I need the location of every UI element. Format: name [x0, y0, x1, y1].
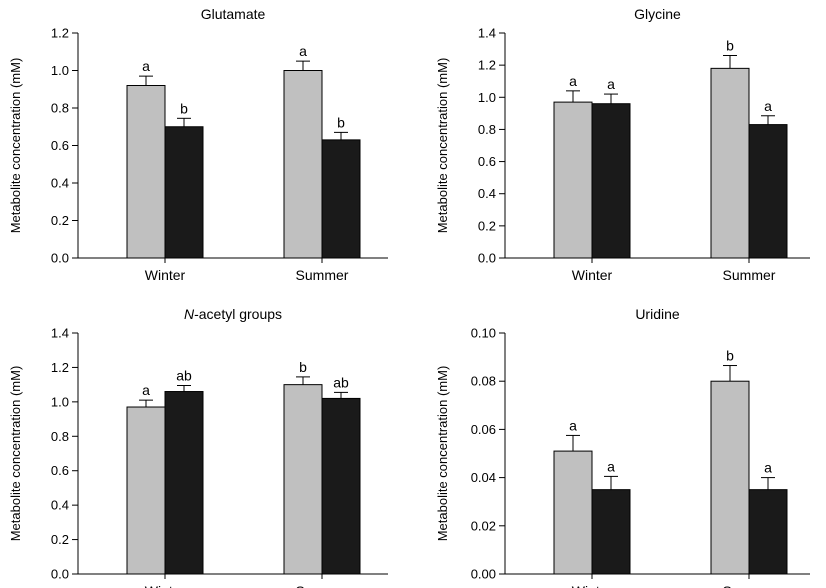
significance-label: a	[569, 417, 577, 433]
chart-title: Glutamate	[201, 6, 266, 22]
bar-summer-2	[748, 489, 788, 575]
y-tick-label: 0.2	[478, 218, 496, 233]
y-tick-label: 1.0	[51, 394, 69, 409]
significance-label: b	[726, 38, 734, 54]
y-tick-label: 0.4	[51, 176, 69, 191]
chart-title: Glycine	[634, 6, 681, 22]
significance-label: a	[142, 58, 150, 74]
x-tick-label: Winter	[572, 583, 613, 588]
y-tick-label: 0.2	[51, 213, 69, 228]
significance-label: a	[607, 458, 615, 474]
y-tick-label: 0.2	[51, 532, 69, 547]
y-tick-label: 0.0	[51, 567, 69, 582]
significance-label: b	[726, 348, 734, 364]
chart-panel-4: Uridine 0.00 0.02 0.04 0.06 0.08 0.10 Metabolit…	[435, 306, 810, 588]
significance-label: a	[607, 76, 615, 92]
significance-label: b	[299, 359, 307, 375]
x-tick-label: Summer	[723, 267, 776, 283]
bar-summer-2	[321, 397, 361, 575]
bar-summer-2	[321, 139, 361, 259]
significance-label: ab	[176, 368, 192, 384]
y-tick-label: 1.0	[478, 90, 496, 105]
chart-panel-1: Glutamate 0.0 0.2 0.4 0.6 0.8 1.0 1.2 Metabolite…	[8, 6, 388, 283]
y-tick-label: 0.0	[51, 251, 69, 266]
chart-title: Uridine	[635, 306, 680, 322]
significance-label: a	[142, 382, 150, 398]
y-axis-label: Metabolite concentration (mM)	[8, 58, 23, 234]
x-tick-label: Summer	[296, 583, 349, 588]
y-tick-label: 0.0	[478, 251, 496, 266]
x-tick-label: Winter	[145, 583, 186, 588]
y-tick-label: 0.6	[51, 463, 69, 478]
y-tick-label: 0.02	[471, 518, 496, 533]
bar-winter-2	[164, 126, 204, 259]
significance-label: b	[180, 100, 188, 116]
bar-winter-1	[126, 85, 166, 259]
y-tick-label: 1.0	[51, 63, 69, 78]
significance-label: b	[337, 114, 345, 130]
bar-summer-1	[283, 70, 323, 259]
y-tick-label: 0.06	[471, 422, 496, 437]
chart-panel-2: Glycine 0.0 0.2 0.4 0.6 0.8 1.0 1.2 1.4 Metabolit…	[435, 6, 810, 283]
y-tick-label: 0.04	[471, 470, 496, 485]
chart-panel-3: N-acetyl groups 0.0 0.2 0.4 0.6 0.8 1.0 1.2 1.4 M…	[8, 306, 388, 588]
y-axis-label: Metabolite concentration (mM)	[8, 366, 23, 542]
y-axis-label: Metabolite concentration (mM)	[435, 58, 450, 234]
y-tick-label: 0.8	[478, 122, 496, 137]
bar-winter-1	[553, 101, 593, 259]
y-tick-label: 1.2	[51, 360, 69, 375]
y-tick-label: 0.4	[51, 498, 69, 513]
y-tick-label: 1.2	[478, 58, 496, 73]
bar-winter-2	[591, 103, 631, 259]
y-tick-label: 0.6	[478, 154, 496, 169]
bar-summer-2	[748, 124, 788, 259]
y-tick-label: 0.00	[471, 567, 496, 582]
y-tick-label: 0.08	[471, 374, 496, 389]
y-tick-label: 0.10	[471, 326, 496, 341]
bar-summer-1	[710, 67, 750, 259]
bar-summer-1	[710, 380, 750, 575]
y-tick-label: 0.4	[478, 186, 496, 201]
x-tick-label: Winter	[145, 267, 186, 283]
y-axis-label: Metabolite concentration (mM)	[435, 366, 450, 542]
significance-label: ab	[333, 374, 349, 390]
y-tick-label: 0.8	[51, 101, 69, 116]
y-tick-label: 1.2	[51, 26, 69, 41]
significance-label: a	[764, 98, 772, 114]
bar-summer-1	[283, 384, 323, 575]
significance-label: a	[764, 460, 772, 476]
chart-title: N-acetyl groups	[184, 306, 282, 322]
bar-winter-1	[553, 450, 593, 575]
y-tick-label: 1.4	[51, 326, 69, 341]
x-tick-label: Summer	[723, 583, 776, 588]
y-tick-label: 0.6	[51, 138, 69, 153]
x-tick-label: Summer	[296, 267, 349, 283]
bar-winter-2	[164, 391, 204, 575]
significance-label: a	[569, 73, 577, 89]
y-tick-label: 1.4	[478, 26, 496, 41]
bar-winter-1	[126, 406, 166, 575]
y-tick-label: 0.8	[51, 429, 69, 444]
x-tick-label: Winter	[572, 267, 613, 283]
bar-winter-2	[591, 489, 631, 575]
significance-label: a	[299, 43, 307, 59]
